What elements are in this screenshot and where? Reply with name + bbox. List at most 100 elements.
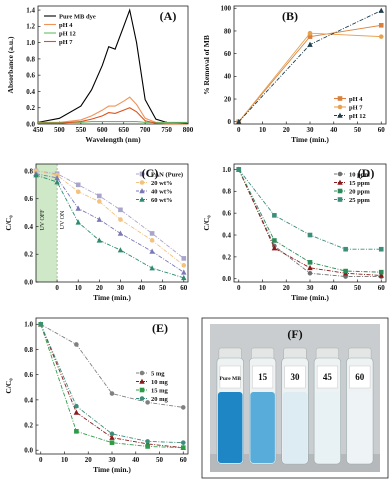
vial-tag <box>316 365 338 389</box>
panel: 0 10 20 30 40 50 60 0.0 0.2 0.4 0.6 0.8 1.0 Time (min… <box>202 163 387 302</box>
legend-label: 10 mg <box>151 379 169 386</box>
marker <box>343 246 348 252</box>
marker <box>117 247 124 253</box>
y-tick-label: 20 <box>224 95 232 103</box>
series-line <box>40 324 184 449</box>
marker <box>97 193 102 199</box>
marker <box>181 274 187 281</box>
series-line <box>37 8 189 124</box>
legend-marker <box>139 396 145 401</box>
legend-marker <box>337 112 343 118</box>
marker <box>149 248 155 254</box>
y-tick-label: 0.8 <box>24 167 33 175</box>
x-tick-label: 50 <box>354 284 362 292</box>
legend-label: 5 mg <box>151 370 165 377</box>
vial-tag <box>219 365 241 389</box>
legend-label: PAN (Pure) <box>151 171 183 178</box>
legend-marker <box>139 387 145 393</box>
y-axis-label: C/C₀ <box>4 215 13 231</box>
y-tick-label: 0.4 <box>24 223 33 231</box>
vial-label: Pure MB <box>219 376 241 382</box>
y-tick-label: 0.6 <box>24 195 33 203</box>
marker <box>73 409 80 415</box>
x-tick-label: 30 <box>117 284 125 292</box>
x-tick-label: 450 <box>33 126 44 134</box>
marker <box>96 237 103 243</box>
panel: 450 500 550 600 650 700 750 800 0.0 0.2 0.4 0.6 0.8 1… <box>6 5 194 144</box>
marker <box>272 238 277 243</box>
x-axis-label: Time (min.) <box>93 293 131 302</box>
x-tick-label: 60 <box>378 284 386 292</box>
marker <box>97 199 102 204</box>
x-tick-label: 30 <box>109 456 117 464</box>
series-line <box>40 324 184 449</box>
marker <box>118 207 123 213</box>
vial-tag <box>252 365 274 389</box>
marker <box>75 205 81 211</box>
marker <box>149 265 155 271</box>
marker <box>74 403 79 409</box>
marker <box>181 263 187 268</box>
y-axis-label: C/C₀ <box>202 215 211 231</box>
panel-title: (E) <box>152 321 168 335</box>
y-tick-label: 0.0 <box>24 278 33 286</box>
legend-marker <box>139 171 145 177</box>
marker <box>378 34 384 39</box>
marker <box>307 30 313 36</box>
x-tick-label: 50 <box>354 126 362 134</box>
legend-marker <box>139 378 145 384</box>
y-tick-label: 0 <box>228 118 232 126</box>
series-line <box>38 107 188 125</box>
marker <box>75 189 81 195</box>
marker <box>54 174 60 181</box>
x-tick-label: 20 <box>96 284 104 292</box>
marker <box>38 321 44 327</box>
marker <box>307 270 313 276</box>
marker <box>378 246 384 252</box>
vial-liquid <box>347 392 373 463</box>
y-tick-label: 0.0 <box>222 275 231 283</box>
legend-marker <box>337 188 343 194</box>
legend-label: 20 mg <box>151 396 169 403</box>
legend-label: pH 12 <box>59 30 76 37</box>
legend-label: pH 12 <box>349 113 366 120</box>
x-tick-label: 30 <box>307 284 315 292</box>
marker <box>75 219 81 225</box>
y-tick-label: 0.4 <box>26 88 35 96</box>
marker <box>54 179 60 185</box>
panel-title: (F) <box>287 327 302 341</box>
x-tick-label: 50 <box>156 456 164 464</box>
marker <box>307 232 313 238</box>
y-tick-label: 0.2 <box>24 251 33 259</box>
legend-label: 25 ppm <box>349 197 370 204</box>
y-tick-label: 0.0 <box>24 447 33 455</box>
x-tick-label: 500 <box>54 126 65 134</box>
vial-label: 15 <box>258 372 268 382</box>
vial-label: 45 <box>323 372 333 382</box>
marker <box>307 41 313 47</box>
marker <box>145 439 150 444</box>
legend-label: Pure MB dye <box>59 13 96 20</box>
vial-label: 60 <box>355 372 365 382</box>
marker <box>109 431 115 437</box>
legend-marker <box>139 370 145 376</box>
y-tick-label: 1.2 <box>26 23 35 31</box>
y-tick-label: 0.4 <box>222 231 231 239</box>
legend-marker <box>139 196 145 202</box>
x-tick-label: 60 <box>378 126 386 134</box>
marker <box>181 256 187 261</box>
marker <box>109 391 115 396</box>
marker <box>75 182 81 188</box>
panel: 0 10 20 30 40 50 60 0.0 0.2 0.4 0.6 0.8 1.0 Time (min… <box>4 317 189 474</box>
y-tick-label: 0.2 <box>26 104 35 112</box>
marker <box>180 445 186 451</box>
y-tick-label: 0.6 <box>24 371 33 379</box>
x-axis-label: Time (min.) <box>93 465 131 474</box>
y-tick-label: 0.2 <box>24 421 33 429</box>
plot-frame <box>35 163 189 283</box>
x-axis-label: Wavelength (nm) <box>85 135 141 144</box>
x-axis-label: Time (min.) <box>291 293 329 302</box>
vial-label: 30 <box>291 372 301 382</box>
legend-marker <box>337 96 343 101</box>
x-tick-label: 30 <box>307 126 315 134</box>
